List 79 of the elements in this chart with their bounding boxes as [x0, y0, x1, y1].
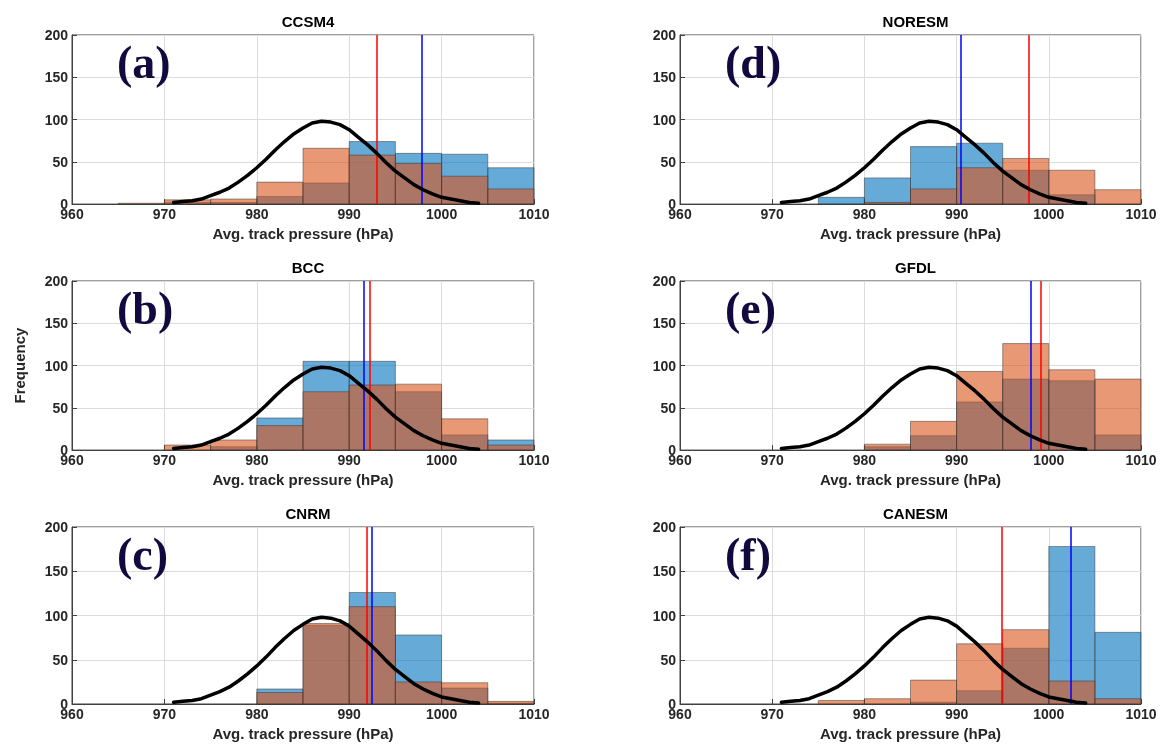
- x-tick-label: 970: [760, 706, 785, 722]
- y-tick-label: 50: [52, 399, 69, 416]
- x-tick-label: 980: [245, 452, 269, 469]
- chart-title: CNRM: [285, 505, 331, 522]
- y-axis-title: Frequency: [11, 326, 28, 404]
- y-tick-label: 50: [660, 153, 677, 170]
- x-tick-label: 1010: [1125, 706, 1157, 722]
- x-tick-label: 1000: [426, 206, 458, 223]
- x-tick-label: 1000: [1033, 206, 1065, 223]
- y-tick-label: 100: [44, 357, 69, 374]
- x-tick-label: 1010: [518, 206, 550, 223]
- x-tick-label: 990: [944, 452, 969, 469]
- annotation: (c): [117, 528, 169, 580]
- line-series: [171, 615, 481, 705]
- x-tick-label: 1000: [426, 706, 458, 722]
- x-axis-title: Avg. track pressure (hPa): [212, 471, 394, 488]
- line-series: [171, 119, 481, 205]
- y-tick-label: 200: [652, 273, 677, 289]
- chart-title: GFDL: [895, 259, 936, 276]
- x-tick-label: 990: [944, 206, 969, 223]
- x-tick-label: 980: [245, 706, 269, 722]
- x-tick-label: 990: [337, 452, 362, 469]
- y-tick-label: 200: [44, 519, 69, 535]
- x-tick-label: 980: [852, 206, 877, 223]
- x-tick-label: 1010: [1125, 206, 1157, 223]
- x-axis-title: Avg. track pressure (hPa): [819, 471, 1002, 488]
- y-tick-label: 200: [44, 273, 69, 289]
- x-tick-label: 980: [852, 452, 877, 469]
- y-tick-label: 200: [652, 27, 677, 43]
- y-tick-label: 50: [660, 399, 677, 416]
- y-tick-label: 100: [44, 607, 69, 624]
- y-tick-label: 100: [652, 111, 677, 128]
- x-axis-title: Avg. track pressure (hPa): [212, 724, 394, 742]
- y-tick-label: 50: [52, 153, 69, 170]
- x-tick-label: 1010: [518, 706, 550, 722]
- y-tick-label: 200: [44, 27, 69, 43]
- x-tick-label: 1000: [1033, 452, 1065, 469]
- x-tick-label: 970: [760, 452, 785, 469]
- y-tick-label: 150: [44, 69, 69, 86]
- annotation: (e): [725, 282, 777, 334]
- annotation: (a): [117, 36, 171, 88]
- x-axis-title: Avg. track pressure (hPa): [819, 225, 1002, 242]
- y-tick-label: 50: [52, 651, 69, 668]
- annotation: (b): [117, 282, 174, 334]
- annotation: (d): [725, 36, 782, 88]
- y-tick-label: 100: [652, 607, 677, 624]
- x-tick-label: 970: [760, 206, 785, 223]
- x-tick-label: 1000: [426, 452, 458, 469]
- y-tick-label: 100: [652, 357, 677, 374]
- chart-title: CANESM: [882, 505, 949, 522]
- annotation: (f): [725, 528, 771, 580]
- x-axis-title: Avg. track pressure (hPa): [212, 225, 394, 242]
- y-tick-label: 150: [652, 563, 677, 580]
- line-series: [779, 119, 1088, 205]
- chart-title: CCSM4: [281, 13, 335, 30]
- x-tick-label: 990: [337, 206, 362, 223]
- y-tick-label: 150: [652, 315, 677, 332]
- y-tick-label: 150: [44, 563, 69, 580]
- y-tick-label: 100: [44, 111, 69, 128]
- x-tick-label: 980: [245, 206, 269, 223]
- line-series: [779, 365, 1088, 451]
- x-tick-label: 1010: [1125, 452, 1157, 469]
- y-tick-label: 150: [44, 315, 69, 332]
- x-tick-label: 970: [152, 452, 177, 469]
- x-tick-label: 970: [152, 706, 177, 722]
- chart-title: BCC: [291, 259, 325, 276]
- chart-title: NORESM: [882, 13, 949, 30]
- line-series: [171, 365, 481, 451]
- x-tick-label: 990: [944, 706, 969, 722]
- y-tick-label: 50: [660, 651, 677, 668]
- x-tick-label: 1010: [518, 452, 550, 469]
- y-tick-label: 200: [652, 519, 677, 535]
- x-tick-label: 990: [337, 706, 362, 722]
- x-axis-title: Avg. track pressure (hPa): [819, 724, 1002, 742]
- x-tick-label: 970: [152, 206, 177, 223]
- x-tick-label: 980: [852, 706, 877, 722]
- y-tick-label: 150: [652, 69, 677, 86]
- line-series: [779, 615, 1088, 705]
- x-tick-label: 1000: [1033, 706, 1065, 722]
